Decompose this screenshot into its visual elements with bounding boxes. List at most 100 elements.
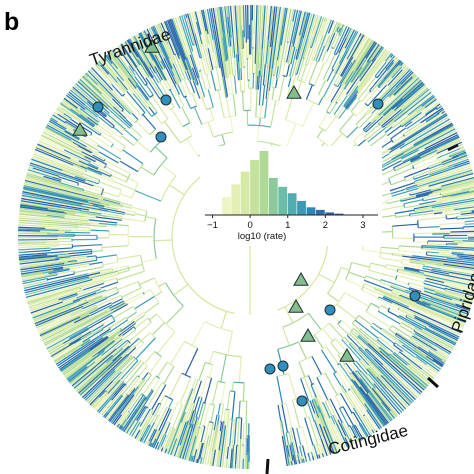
tree-branch [151,429,159,443]
tree-node-arc [192,391,195,394]
tree-branch [184,96,192,109]
tree-branch [267,46,272,68]
tree-branch [444,281,474,291]
tree-branch [428,166,448,175]
tree-branch [398,245,422,248]
tree-branch [309,36,314,48]
tree-branch [186,56,198,86]
tree-branch [337,27,341,32]
tree-branch [258,5,264,71]
tree-branch [418,226,441,229]
tree-branch [312,456,315,461]
tree-branch [290,442,294,456]
tree-branch [438,201,474,209]
tree-branch [422,300,468,319]
tree-branch [319,453,323,458]
tree-branch [269,6,276,47]
tree-branch [207,430,215,466]
tree-branch [25,178,104,200]
tree-node-arc [150,289,160,304]
tree-branch [119,49,135,72]
tree-branch [134,295,155,310]
tree-branch [163,21,180,59]
tree-branch [143,302,160,315]
tree-node-arc [422,198,424,201]
tree-branch [344,88,358,107]
tree-branch [289,49,298,77]
tree-branch [97,150,119,164]
tree-branch [42,245,59,248]
tree-branch [259,48,263,77]
tree-node-arc [193,410,196,412]
tree-node-arc [397,315,400,319]
tree-branch [151,378,161,391]
tree-branch [154,441,160,450]
tree-branch [335,36,346,55]
tree-branch [392,81,424,110]
tree-branch [54,345,82,364]
tree-branch [281,435,288,467]
tree-branch [360,33,364,39]
tree-branch [356,387,385,427]
tree-branch [471,291,474,294]
tree-branch [425,327,436,334]
tree-branch [265,70,270,100]
tree-branch [423,122,453,140]
tree-branch [223,446,228,468]
tree-branch [164,448,168,454]
tree-branch [328,21,338,44]
tree-node-arc [161,382,167,386]
tree-branch [411,101,440,123]
tree-branch [357,61,368,77]
tree-branch [313,383,324,404]
tree-node-arc [351,424,356,428]
tree-branch [302,456,304,459]
tree-branch [73,331,93,345]
tree-branch [364,403,382,429]
tree-branch [346,96,358,110]
tree-branch [397,317,415,329]
tree-node-arc [115,277,119,283]
tree-branch [32,299,81,319]
tree-branch [390,67,410,87]
tree-branch [304,417,314,446]
tree-branch [115,302,128,310]
tree-branch [295,44,301,60]
tree-branch [62,296,78,303]
tree-branch [33,266,63,273]
tree-branch [380,329,403,346]
tree-branch [442,195,474,203]
tree-branch [285,123,297,149]
tree-branch [231,391,236,420]
tree-branch [178,58,185,72]
tree-branch [195,458,199,463]
tree-branch [421,86,428,92]
tree-branch [100,281,119,289]
tree-branch [60,101,71,110]
tree-branch [317,80,327,96]
tree-branch [401,149,419,160]
tree-branch [228,419,233,447]
tree-branch [318,21,325,36]
tree-node-arc [166,361,175,367]
tree-branch [324,372,338,396]
tree-branch [327,400,338,421]
tree-branch [134,317,149,329]
tree-branch [446,217,457,220]
tree-branch [57,183,84,192]
tree-branch [176,412,187,439]
tree-branch [390,53,394,58]
histogram-tick-label: 1 [285,220,290,231]
tree-branch [221,432,228,468]
tree-branch [234,445,238,465]
tree-node-arc [134,86,137,90]
tree-node-arc [184,340,199,349]
tree-branch [74,257,87,260]
tree-branch [74,296,103,310]
tree-branch [90,202,105,207]
tree-branch [394,209,415,214]
tree-branch [333,63,341,74]
tree-branch [120,48,137,71]
tree-branch [290,46,296,65]
tree-branch [238,400,241,418]
